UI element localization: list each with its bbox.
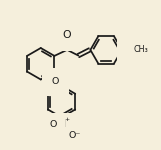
Text: N: N — [58, 120, 65, 129]
Text: O: O — [52, 77, 59, 86]
Text: O⁻: O⁻ — [69, 131, 81, 140]
Text: O: O — [62, 30, 71, 40]
Text: +: + — [64, 117, 69, 122]
Text: O: O — [127, 45, 134, 54]
Text: CH₃: CH₃ — [133, 45, 148, 54]
Text: O: O — [50, 120, 57, 129]
